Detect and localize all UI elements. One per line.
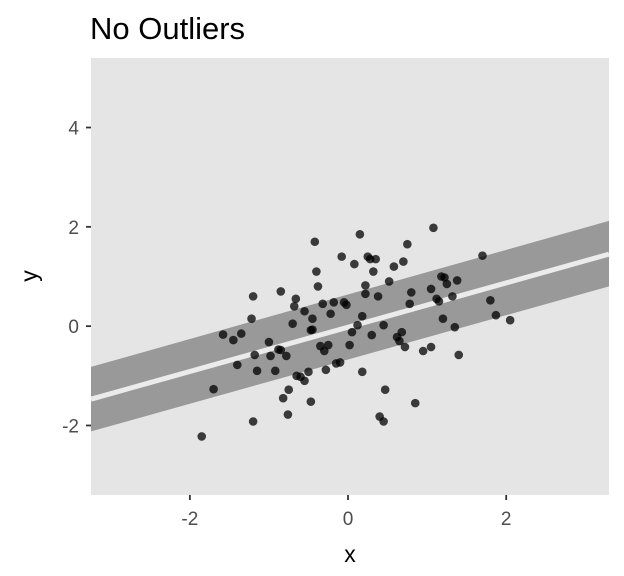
data-point <box>278 393 288 403</box>
data-point <box>233 360 242 370</box>
data-point <box>313 282 323 291</box>
data-point <box>308 314 317 324</box>
data-point <box>367 330 377 340</box>
x-tick-label: 0 <box>343 509 354 530</box>
data-point <box>335 358 345 367</box>
data-point <box>452 276 462 285</box>
x-axis: -2 0 2 <box>181 495 511 530</box>
data-point <box>270 366 280 376</box>
data-point <box>308 325 317 334</box>
data-point <box>252 366 262 376</box>
data-point <box>321 365 331 375</box>
data-point <box>229 335 238 345</box>
data-point <box>418 346 428 356</box>
data-point <box>276 345 286 355</box>
data-point <box>371 254 381 264</box>
y-tick-label: 4 <box>68 119 79 140</box>
data-point <box>380 385 390 395</box>
data-point <box>442 279 452 289</box>
data-point <box>454 350 464 360</box>
data-point <box>426 342 436 352</box>
regression-line <box>90 251 610 402</box>
x-tick-label: 2 <box>501 509 512 530</box>
data-point <box>361 289 370 299</box>
data-point <box>300 306 309 316</box>
data-point <box>248 417 258 426</box>
y-axis-title: y <box>16 270 42 282</box>
data-point <box>323 340 333 350</box>
data-point <box>438 314 448 324</box>
data-point <box>306 397 316 406</box>
data-point <box>284 385 294 395</box>
data-point <box>395 336 404 346</box>
data-point <box>450 322 460 332</box>
data-point <box>353 320 362 330</box>
data-point <box>448 292 457 301</box>
data-point <box>397 327 407 337</box>
y-tick-label: 0 <box>68 317 79 338</box>
data-point <box>264 337 274 347</box>
data-point <box>318 299 328 309</box>
data-point <box>218 330 228 339</box>
points-layer <box>197 223 515 441</box>
data-point <box>384 277 394 286</box>
data-point <box>312 267 321 276</box>
data-point <box>486 296 495 305</box>
data-point <box>289 301 299 311</box>
data-point <box>266 351 275 361</box>
data-point <box>345 340 354 350</box>
data-point <box>283 410 293 419</box>
x-tick-label: -2 <box>181 509 198 530</box>
data-point <box>478 251 487 260</box>
data-point <box>209 384 218 394</box>
x-axis-title: x <box>344 541 356 567</box>
data-point <box>326 309 335 319</box>
data-point <box>405 299 415 309</box>
data-point <box>379 320 388 330</box>
data-point <box>357 367 367 377</box>
data-point <box>250 350 260 360</box>
data-point <box>347 327 357 337</box>
data-point <box>300 376 309 386</box>
chart-title: No Outliers <box>90 11 245 46</box>
y-tick-label: 2 <box>68 218 79 239</box>
data-point <box>197 432 207 441</box>
data-point <box>369 267 378 276</box>
data-point <box>291 294 301 304</box>
data-point <box>434 297 444 306</box>
data-point <box>429 223 438 233</box>
data-point <box>357 311 367 321</box>
data-point <box>406 288 416 297</box>
data-point <box>247 314 256 324</box>
data-point <box>491 310 501 320</box>
data-point <box>361 281 370 290</box>
data-point <box>337 252 346 261</box>
data-point <box>373 292 383 301</box>
data-point <box>355 229 365 239</box>
data-point <box>342 300 351 310</box>
data-point <box>400 342 410 352</box>
data-point <box>304 367 313 377</box>
data-point <box>248 292 258 301</box>
data-point <box>410 398 420 408</box>
data-point <box>399 257 408 266</box>
data-point <box>426 284 436 294</box>
data-point <box>276 287 286 296</box>
y-axis: -2 0 2 4 <box>62 119 91 437</box>
data-point <box>329 298 339 307</box>
data-point <box>403 239 412 249</box>
data-point <box>288 319 297 328</box>
data-point <box>505 315 515 325</box>
data-point <box>350 259 359 269</box>
data-point <box>310 237 320 247</box>
data-point <box>389 262 399 271</box>
fit-line-layer <box>90 251 610 402</box>
data-point <box>282 351 291 361</box>
data-point <box>379 417 388 426</box>
data-point <box>236 329 246 338</box>
y-tick-label: -2 <box>62 416 79 437</box>
data-point <box>440 273 449 282</box>
